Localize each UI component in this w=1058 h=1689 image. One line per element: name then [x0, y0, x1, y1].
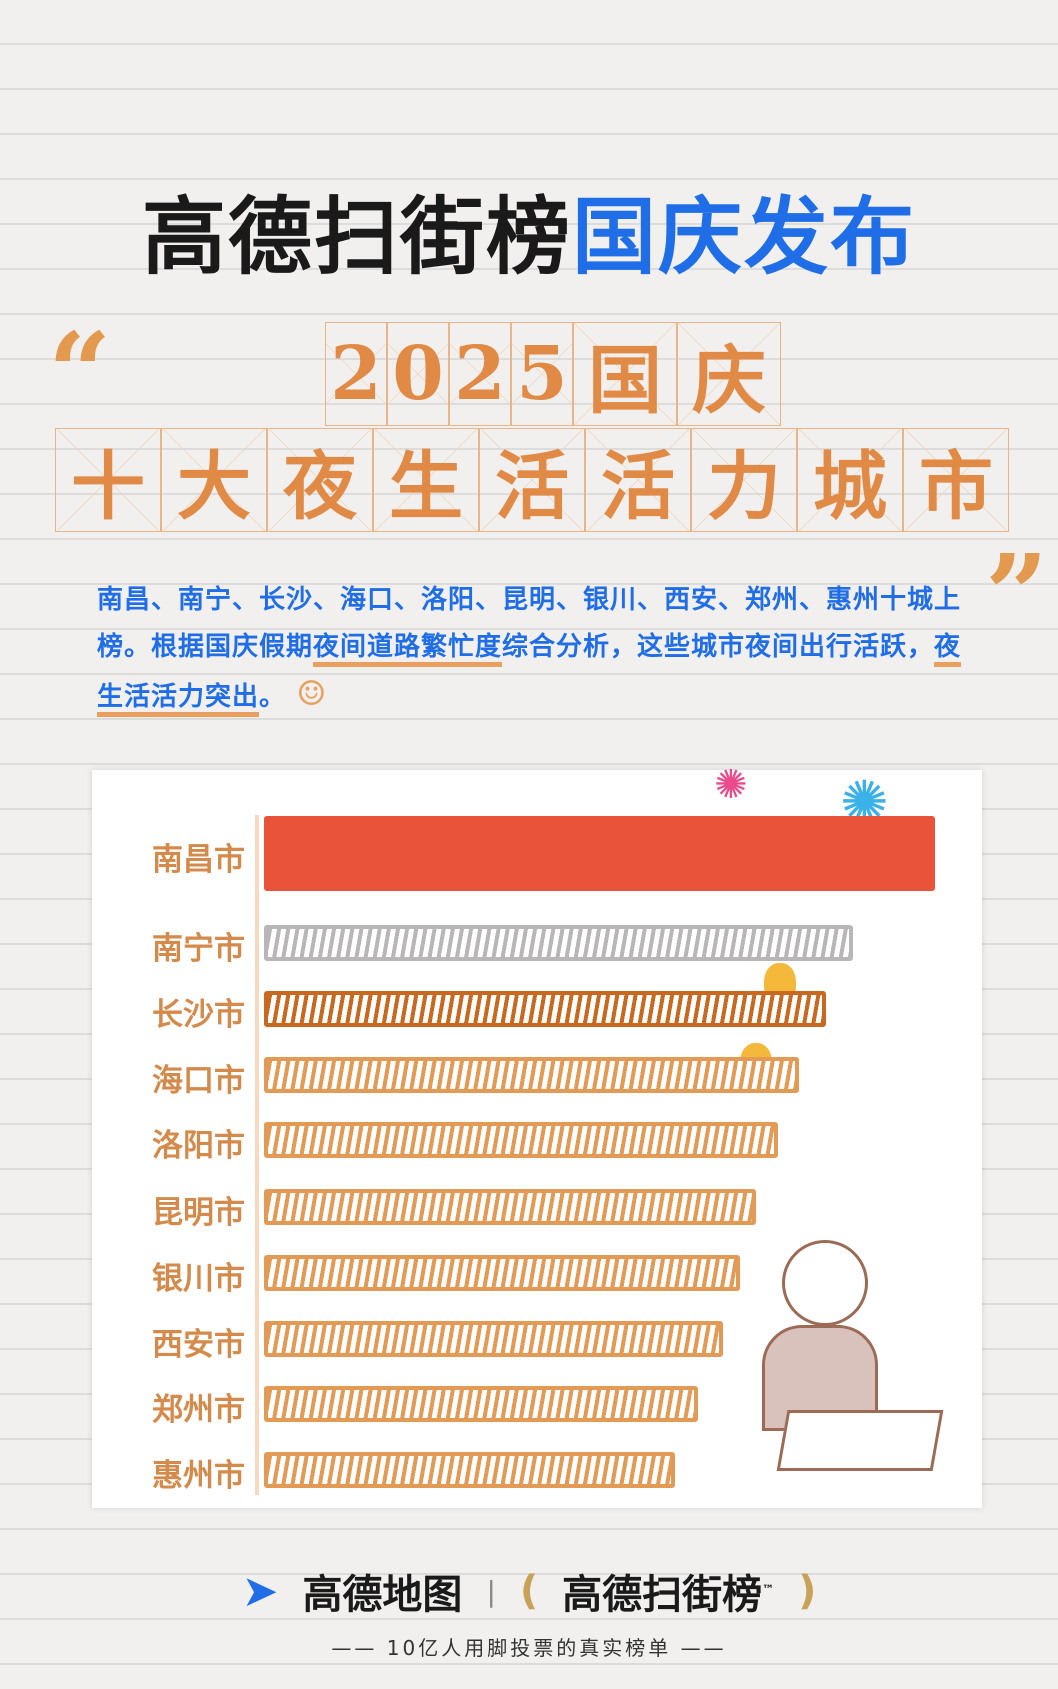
headline-char: 庆	[677, 322, 781, 426]
title-release: 国庆发布	[572, 188, 917, 286]
tagline: —— 10亿人用脚投票的真实榜单 ——	[331, 1636, 727, 1660]
desc-text: 。	[259, 682, 287, 712]
laurel-icon: )	[798, 1568, 817, 1614]
title-brand: 高德扫街榜	[141, 188, 572, 286]
tagline-text: 10亿人用脚投票的真实榜单	[386, 1636, 672, 1660]
headline-char: 2	[325, 322, 387, 426]
bar-5	[264, 1189, 756, 1225]
brand-rank-text: 高德扫街榜	[562, 1572, 763, 1618]
desc-text: 南昌、南宁、长沙、海口、洛阳、昆明、银川、西安、郑州、惠州十城上榜。根据国庆假期	[97, 585, 962, 662]
bar-label: 南宁市	[152, 931, 245, 967]
bar-label: 银川市	[152, 1261, 245, 1297]
vendor-illustration	[742, 1240, 944, 1480]
separator: |	[486, 1574, 496, 1608]
bar-label: 昆明市	[152, 1195, 245, 1231]
headline-char: 十	[55, 428, 161, 532]
bar-1	[264, 925, 854, 961]
bar-4	[264, 1122, 778, 1158]
bar-label: 西安市	[152, 1327, 245, 1363]
axis-line	[255, 815, 259, 1495]
brand-rank: 高德扫街榜™	[562, 1562, 774, 1620]
laurel-icon: (	[519, 1568, 539, 1614]
description: 南昌、南宁、长沙、海口、洛阳、昆明、银川、西安、郑州、惠州十城上榜。根据国庆假期…	[97, 577, 977, 721]
headline-char: 城	[797, 428, 903, 532]
desc-highlight: 夜间道路繁忙度	[313, 632, 503, 667]
footer-brands: ➤ 高德地图 | ( 高德扫街榜™ )	[0, 1562, 1058, 1620]
bar-6	[264, 1255, 740, 1291]
bar-label: 长沙市	[152, 997, 245, 1033]
page-title: 高德扫街榜国庆发布	[0, 170, 1058, 291]
close-quote: ”	[985, 530, 1049, 659]
trademark: ™	[762, 1582, 775, 1597]
headline-char: 活	[479, 428, 585, 532]
bar-3	[264, 1057, 800, 1093]
headline-char: 5	[511, 322, 573, 426]
desc-highlight: 夜生活活力突出	[97, 632, 962, 717]
open-quote: “	[48, 308, 112, 437]
headline-char: 生	[373, 428, 479, 532]
bar-label: 洛阳市	[152, 1128, 245, 1164]
smiley-icon: ☺	[296, 674, 328, 714]
headline-char: 大	[161, 428, 267, 532]
bar-0	[264, 816, 935, 891]
bar-label: 郑州市	[152, 1392, 245, 1428]
bar-8	[264, 1386, 699, 1422]
headline-char: 市	[903, 428, 1009, 532]
bar-7	[264, 1321, 723, 1357]
bar-9	[264, 1452, 675, 1488]
headline-char: 活	[585, 428, 691, 532]
desc-text: 综合分析，这些城市夜间出行活跃，	[502, 632, 935, 662]
headline-char: 国	[573, 322, 677, 426]
brand-amap: 高德地图	[302, 1572, 463, 1618]
headline-char: 力	[691, 428, 797, 532]
headline-char: 2	[449, 322, 511, 426]
headline-char: 0	[387, 322, 449, 426]
paper-plane-icon: ➤	[241, 1565, 279, 1617]
headline-char: 夜	[267, 428, 373, 532]
headline-line2: 十大夜生活活力城市	[55, 428, 1009, 532]
fireworks-icon: ✺	[714, 762, 748, 808]
bar-label: 惠州市	[152, 1458, 245, 1494]
bar-2	[264, 991, 827, 1027]
bar-label: 南昌市	[152, 841, 245, 878]
bar-label: 海口市	[152, 1063, 245, 1099]
